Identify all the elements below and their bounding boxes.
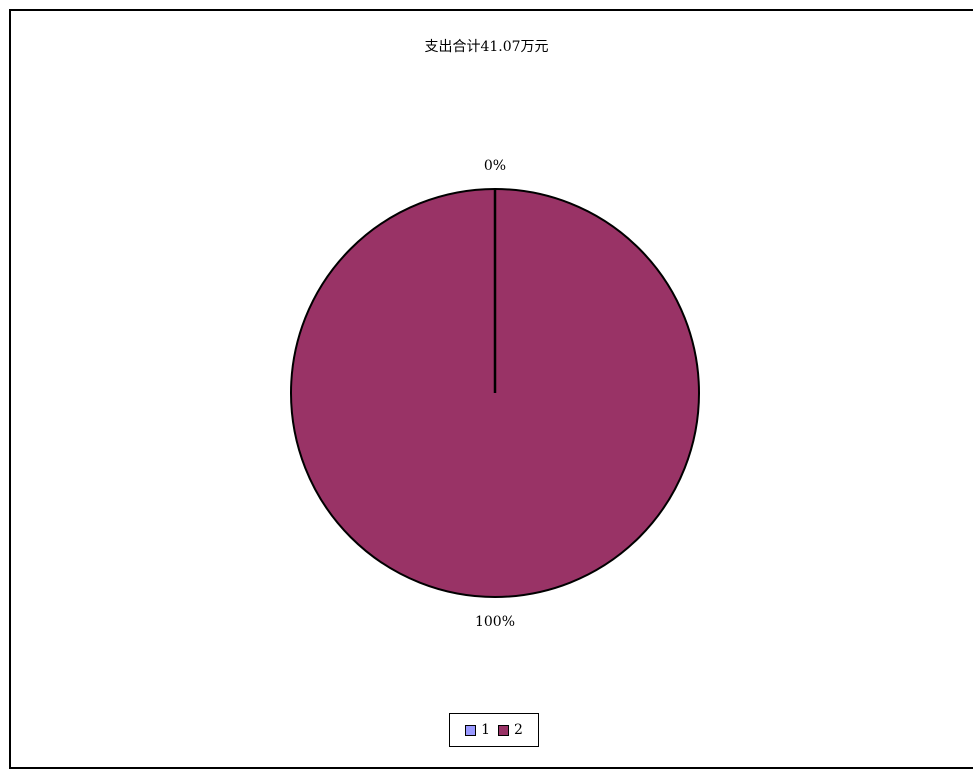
legend-label-1: 1 bbox=[481, 722, 490, 738]
legend-item-1: 1 bbox=[465, 722, 490, 738]
legend-swatch-2 bbox=[498, 724, 509, 736]
data-label-1: 0% bbox=[484, 158, 506, 174]
legend: 1 2 bbox=[449, 713, 539, 747]
chart-title: 支出合计41.07万元 bbox=[424, 39, 549, 55]
data-label-2: 100% bbox=[475, 614, 515, 630]
legend-label-2: 2 bbox=[514, 722, 523, 738]
legend-swatch-1 bbox=[465, 724, 477, 736]
legend-item-2: 2 bbox=[498, 722, 523, 738]
